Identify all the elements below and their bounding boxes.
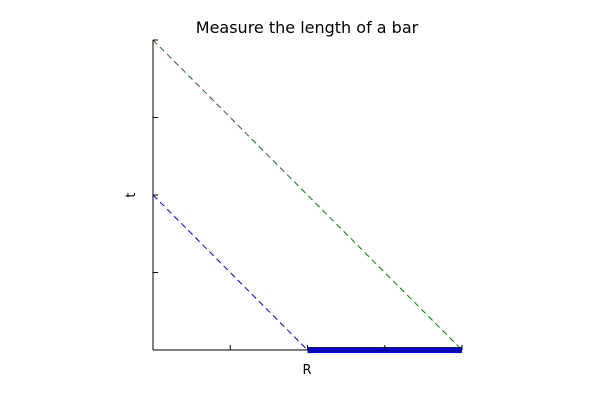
axes	[152, 39, 463, 351]
y-axis-label: t	[124, 192, 139, 197]
plot-area	[152, 39, 463, 353]
series-line-1	[152, 39, 463, 351]
x-axis-label: R	[302, 363, 311, 378]
series-line-2	[152, 194, 308, 351]
chart-title: Measure the length of a bar	[196, 18, 419, 37]
